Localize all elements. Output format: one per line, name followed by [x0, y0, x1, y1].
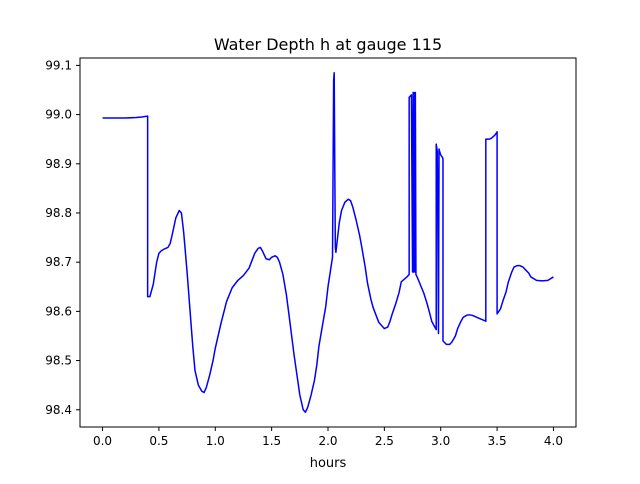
y-tick-label: 98.6	[45, 304, 72, 318]
x-tick-label: 2.5	[375, 434, 394, 448]
x-tick-label: 1.0	[206, 434, 225, 448]
y-tick-label: 98.5	[45, 354, 72, 368]
y-tick-label: 98.8	[45, 206, 72, 220]
y-tick-label: 99.0	[45, 108, 72, 122]
plot-area	[102, 72, 554, 413]
x-tick-label: 0.5	[149, 434, 168, 448]
series-line-water-depth	[102, 72, 554, 413]
y-tick-label: 98.4	[45, 403, 72, 417]
x-axis: 0.0 0.5 1.0 1.5 2.0 2.5 3.0 3.5 4.0	[93, 427, 563, 448]
x-axis-label: hours	[310, 456, 347, 471]
y-tick-label: 98.9	[45, 157, 72, 171]
x-tick-label: 2.0	[318, 434, 337, 448]
x-tick-label: 3.5	[488, 434, 507, 448]
x-tick-label: 4.0	[544, 434, 563, 448]
x-tick-label: 0.0	[93, 434, 112, 448]
x-tick-label: 3.0	[431, 434, 450, 448]
x-tick-label: 1.5	[262, 434, 281, 448]
chart-title: Water Depth h at gauge 115	[214, 35, 442, 54]
y-tick-label: 99.1	[45, 58, 72, 72]
y-axis: 98.4 98.5 98.6 98.7 98.8 98.9 99.0 99.1	[45, 58, 80, 417]
y-tick-label: 98.7	[45, 255, 72, 269]
